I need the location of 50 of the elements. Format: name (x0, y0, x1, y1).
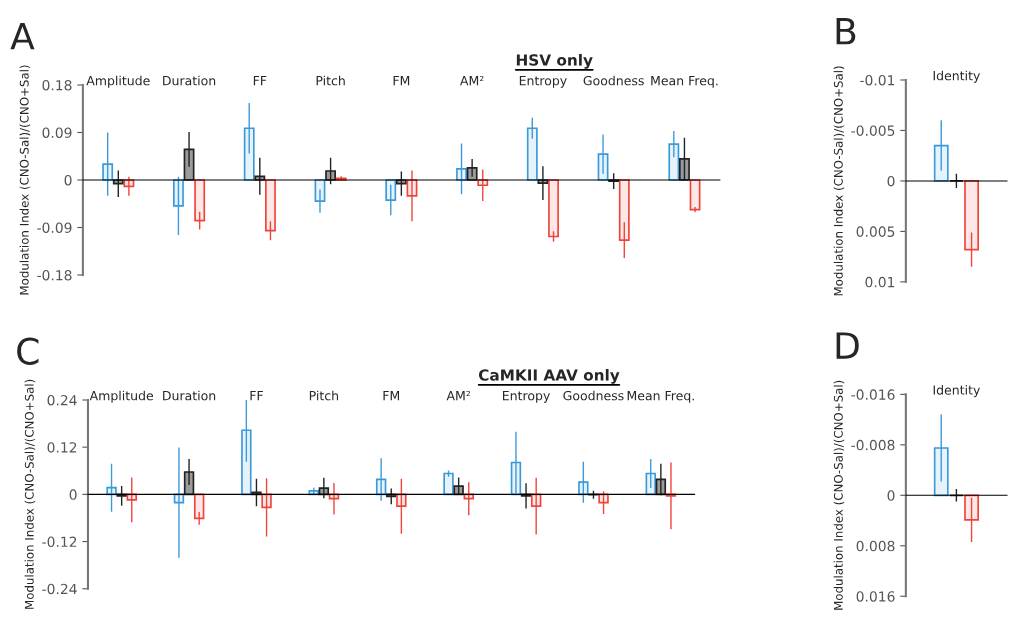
y-tick-label: 0.008 (856, 540, 895, 552)
x-tick-label: Amplitude (86, 75, 150, 88)
y-tick-label: 0 (64, 174, 72, 186)
x-tick-label: Pitch (316, 75, 345, 86)
x-tick-label: AM² (446, 390, 471, 401)
x-tick-label: FF (250, 391, 263, 401)
x-tick-label: FM (393, 76, 410, 86)
y-tick-label: 0 (887, 490, 895, 501)
x-tick-label: Mean Freq. (651, 76, 718, 88)
y-tick-label: 0 (69, 489, 77, 500)
y-tick-label: 0.09 (42, 127, 72, 138)
y-axis-title: Modulation Index (CNO-Sal)/(CNO+Sal) (24, 379, 36, 609)
text: B (836, 18, 856, 45)
y-tick-label: -0.09 (37, 222, 72, 233)
y-axis-title: Modulation Index (CNO-Sal)/(CNO+Sal) (833, 380, 845, 610)
x-tick-label: Identity (933, 70, 980, 83)
y-tick-label: -0.18 (37, 269, 72, 281)
text: C (17, 337, 39, 365)
chart-title: HSV only (516, 53, 593, 69)
y-tick-label: -0.016 (851, 389, 895, 400)
x-tick-label: Amplitude (89, 390, 154, 403)
x-tick-label: AM² (460, 75, 484, 86)
y-tick-label: -0.008 (851, 439, 895, 451)
x-tick-label: Entropy (503, 391, 550, 403)
y-tick-label: -0.01 (860, 74, 895, 86)
x-tick-label: FM (383, 391, 400, 401)
y-tick-label: 0.24 (47, 394, 77, 406)
chart-title: CaMKII AAV only (478, 368, 620, 384)
x-tick-label: Pitch (309, 390, 339, 401)
y-tick-label: 0.016 (856, 591, 895, 602)
x-tick-label: Identity (933, 385, 980, 398)
text: A (10, 23, 35, 50)
x-tick-label: Goodness (583, 75, 644, 86)
x-tick-label: FF (253, 76, 267, 86)
y-tick-label: 0 (887, 175, 895, 187)
y-tick-label: 0.01 (865, 276, 895, 288)
x-tick-label: Duration (163, 75, 216, 86)
y-tick-label: 0.12 (47, 442, 77, 453)
y-tick-label: -0.12 (42, 536, 77, 548)
y-tick-label: -0.24 (42, 583, 77, 595)
y-axis-title: Modulation Index (CNO-Sal)/(CNO+Sal) (833, 66, 845, 296)
x-tick-label: Entropy (519, 76, 567, 88)
text: D (836, 332, 859, 359)
x-tick-label: Goodness (563, 390, 624, 401)
y-axis-title: Modulation Index (CNO-Sal)/(CNO+Sal) (19, 65, 31, 295)
y-tick-label: -0.005 (851, 125, 895, 136)
x-tick-label: Duration (163, 390, 216, 401)
x-tick-label: Mean Freq. (627, 391, 694, 403)
y-tick-label: 0.18 (42, 79, 72, 91)
y-tick-label: 0.005 (856, 226, 895, 237)
